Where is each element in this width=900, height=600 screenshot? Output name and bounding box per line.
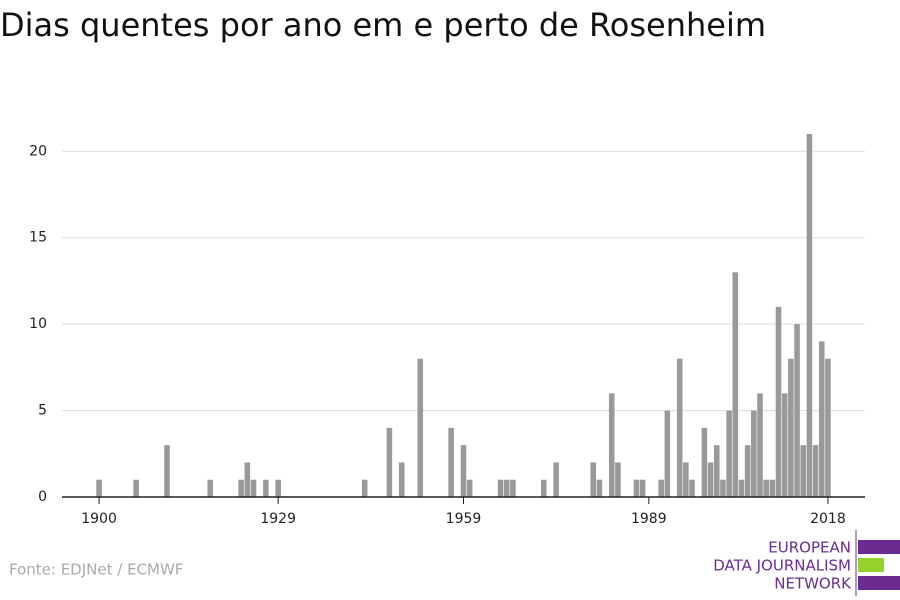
bar xyxy=(658,479,664,497)
bar xyxy=(818,341,825,497)
logo-bar xyxy=(858,540,900,554)
y-tick-label: 15 xyxy=(29,230,47,246)
logo-bar xyxy=(858,576,900,590)
bar xyxy=(732,272,739,497)
bar xyxy=(263,479,269,497)
bar xyxy=(417,358,424,497)
bar xyxy=(713,445,720,497)
bar xyxy=(751,410,757,497)
bar xyxy=(800,445,807,497)
logo-text: DATA JOURNALISM xyxy=(713,557,851,575)
bar xyxy=(701,427,708,497)
bar xyxy=(664,410,671,497)
bar xyxy=(683,462,689,497)
bar xyxy=(503,479,510,497)
bar xyxy=(720,479,726,497)
bar xyxy=(250,479,257,497)
bar xyxy=(510,479,516,497)
bar xyxy=(596,479,603,497)
bar xyxy=(615,462,621,497)
bar xyxy=(164,445,170,497)
bar xyxy=(775,306,782,497)
x-tick-label: 1900 xyxy=(81,511,117,527)
bar xyxy=(553,462,559,497)
bar xyxy=(361,479,368,497)
y-tick-label: 0 xyxy=(38,489,47,505)
bar xyxy=(781,393,788,497)
bar xyxy=(633,479,640,497)
bar xyxy=(590,462,596,497)
logo: EUROPEAN DATA JOURNALISM NETWORK xyxy=(713,530,900,596)
bar xyxy=(238,479,244,497)
bar xyxy=(96,479,102,497)
bar xyxy=(763,479,769,497)
bar xyxy=(744,445,751,497)
bar xyxy=(497,479,504,497)
bar xyxy=(398,462,405,497)
chart-title: Dias quentes por ano em e perto de Rosen… xyxy=(0,6,766,44)
bar xyxy=(788,358,794,497)
logo-text: EUROPEAN xyxy=(768,539,851,557)
source: Fonte: EDJNet / ECMWF xyxy=(9,561,183,579)
bar xyxy=(466,479,473,497)
y-tick-label: 20 xyxy=(29,143,47,159)
bar xyxy=(244,462,251,497)
bar xyxy=(738,479,745,497)
x-tick-label: 1929 xyxy=(260,511,296,527)
bar xyxy=(541,479,547,497)
bar xyxy=(812,445,819,497)
x-tick-label: 1959 xyxy=(446,511,482,527)
bar xyxy=(639,479,646,497)
bar xyxy=(676,358,683,497)
bar xyxy=(806,134,813,497)
x-tick-label: 1989 xyxy=(631,511,667,527)
y-tick-label: 10 xyxy=(29,316,47,332)
logo-text: NETWORK xyxy=(774,575,852,593)
bar xyxy=(825,358,831,497)
y-tick-label: 5 xyxy=(38,403,47,419)
bar xyxy=(386,427,393,497)
bar xyxy=(448,427,454,497)
bar xyxy=(460,445,467,497)
bar xyxy=(608,393,615,497)
bar xyxy=(689,479,695,497)
logo-bar xyxy=(858,558,884,572)
bar xyxy=(726,410,732,497)
bar xyxy=(207,479,214,497)
bar xyxy=(757,393,763,497)
bar xyxy=(794,324,800,497)
bar xyxy=(275,479,281,497)
x-tick-label: 2018 xyxy=(810,511,846,527)
bar xyxy=(707,462,714,497)
bar xyxy=(769,479,776,497)
bar xyxy=(133,479,139,497)
